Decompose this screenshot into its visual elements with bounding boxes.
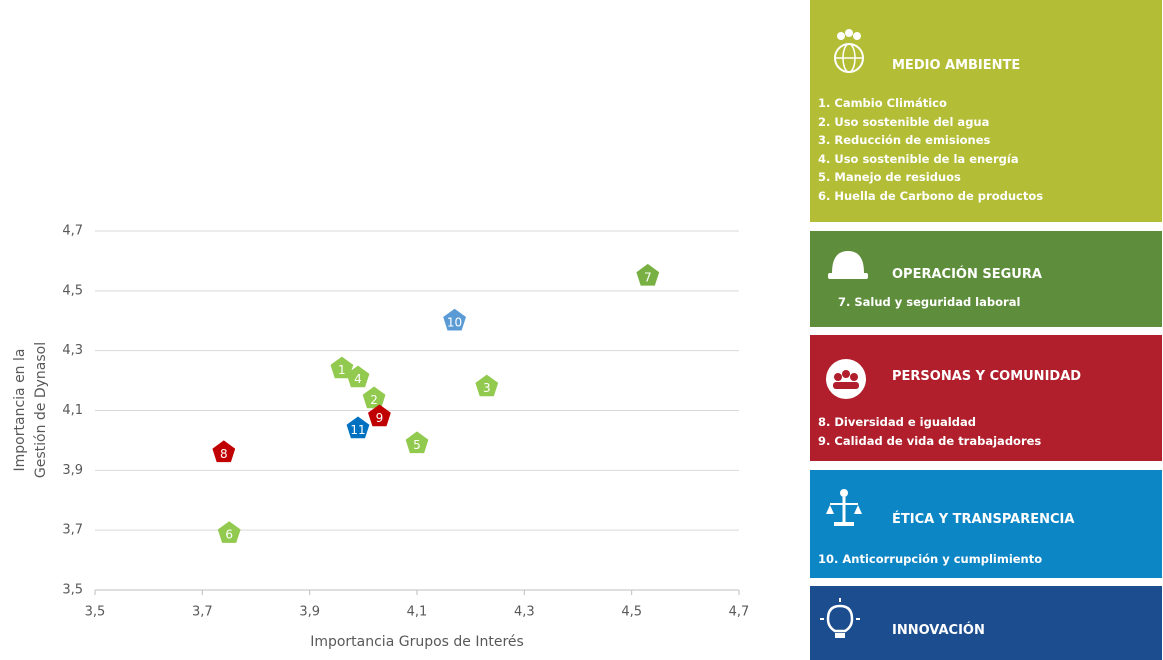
panel-items: 1. Cambio Climático 2. Uso sostenible del… (818, 94, 1043, 205)
panel-item: 2. Uso sostenible del agua (818, 114, 990, 129)
point-label: 2 (370, 393, 378, 407)
y-axis-title: Gestión de Dynasol (33, 342, 49, 478)
panel: PERSONAS Y COMUNIDAD 8. Diversidad e igu… (810, 335, 1162, 461)
panel-item: 1. Cambio Climático (818, 96, 947, 110)
x-tick-label: 4,7 (729, 605, 750, 620)
bulb-icon (820, 598, 860, 638)
people-icon (826, 359, 866, 399)
y-tick-label: 4,5 (62, 283, 83, 298)
panel-items: 7. Salud y seguridad laboral (838, 293, 1020, 312)
x-tick-label: 4,3 (514, 605, 535, 620)
scale-icon (826, 489, 862, 526)
panel-title: MEDIO AMBIENTE (892, 58, 1021, 73)
point (636, 263, 660, 286)
y-tick-label: 4,7 (62, 224, 83, 239)
x-tick-label: 3,9 (299, 605, 320, 620)
panel: INNOVACIÓN (810, 586, 1162, 660)
point (330, 356, 354, 379)
point-label: 6 (225, 528, 233, 542)
panel-item: 5. Manejo de residuos (818, 170, 961, 184)
chart: Importancia Grupos de Interés Importanci… (12, 224, 750, 651)
x-tick-label: 4,1 (407, 605, 428, 620)
y-axis-title: Importancia en la (12, 349, 28, 472)
x-tick-label: 3,5 (85, 605, 106, 620)
panel-title: INNOVACIÓN (892, 623, 985, 638)
panel-item: 10. Anticorrupción y cumplimiento (818, 552, 1043, 566)
x-tick-label: 3,7 (192, 605, 213, 620)
point-label: 7 (644, 270, 652, 284)
panel: ÉTICA Y TRANSPARENCIA 10. Anticorrupción… (810, 470, 1162, 578)
point (405, 431, 429, 454)
point-label: 1 (338, 363, 346, 377)
point-label: 8 (220, 447, 228, 461)
point (346, 365, 370, 388)
point (443, 308, 466, 331)
point-label: 10 (447, 315, 462, 329)
x-tick-label: 4,5 (621, 605, 642, 620)
point (475, 374, 499, 397)
y-tick-label: 4,1 (62, 403, 83, 418)
panel-title: PERSONAS Y COMUNIDAD (892, 369, 1082, 384)
point (346, 416, 370, 439)
helmet-icon (828, 251, 868, 279)
panel-item: 3. Reducción de emisiones (818, 133, 991, 147)
y-tick-label: 3,7 (62, 523, 83, 538)
point-label: 9 (376, 411, 384, 425)
point (217, 521, 241, 543)
point-label: 4 (354, 372, 362, 386)
point-label: 11 (350, 423, 365, 437)
globe-icon (834, 29, 864, 73)
panel-item: 4. Uso sostenible de la energía (818, 151, 1019, 166)
y-tick-label: 4,3 (62, 343, 83, 358)
panel-title: ÉTICA Y TRANSPARENCIA (892, 512, 1075, 527)
point (368, 404, 391, 427)
point (362, 386, 386, 409)
y-tick-label: 3,9 (62, 463, 83, 478)
x-axis-title: Importancia Grupos de Interés (310, 634, 524, 650)
panel: OPERACIÓN SEGURA 7. Salud y seguridad la… (810, 231, 1162, 327)
y-tick-label: 3,5 (62, 583, 83, 598)
point-label: 5 (413, 438, 421, 452)
panel-item: 8. Diversidad e igualdad (818, 415, 976, 429)
panel-item: 7. Salud y seguridad laboral (838, 295, 1021, 309)
panel-items: 8. Diversidad e igualdad 9. Calidad de vi… (818, 413, 1041, 450)
panel: MEDIO AMBIENTE 1. Cambio Climático 2. Uso… (810, 0, 1162, 222)
panel-items: 10. Anticorrupción y cumplimiento (818, 550, 1042, 569)
panel-item: 6. Huella de Carbono de productos (818, 188, 1044, 203)
panel-item: 9. Calidad de vida de trabajadores (818, 433, 1042, 448)
point-label: 3 (483, 381, 491, 395)
point (212, 440, 236, 463)
panel-title: OPERACIÓN SEGURA (892, 267, 1042, 282)
